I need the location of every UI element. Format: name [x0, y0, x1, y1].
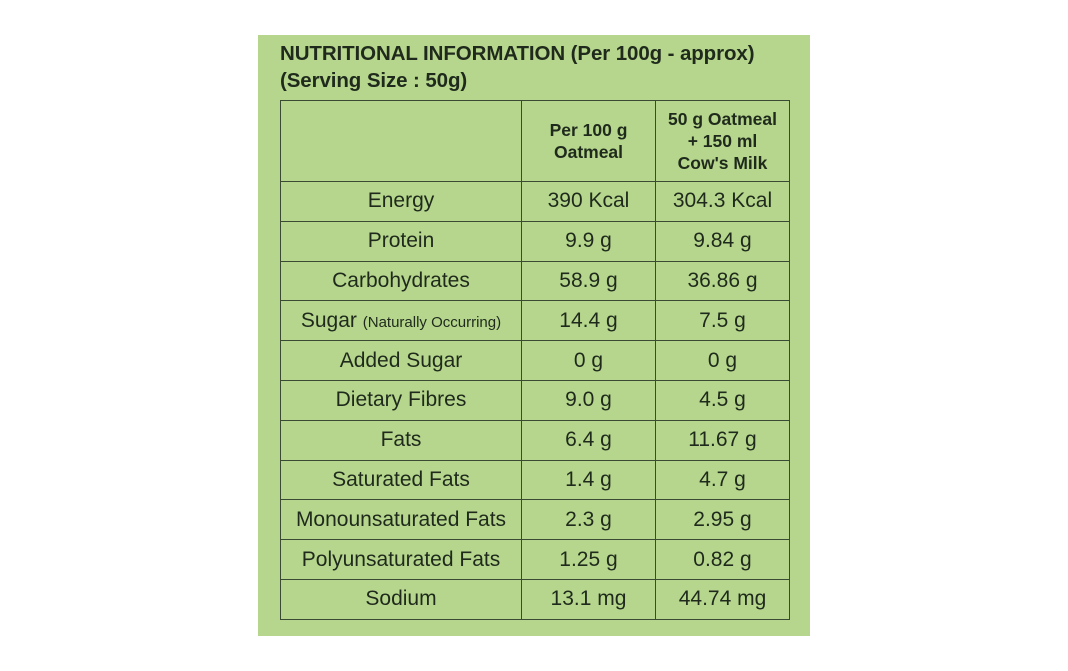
table-row: Energy 390 Kcal 304.3 Kcal	[280, 181, 790, 222]
per-100g-value: 14.4 g	[521, 300, 656, 342]
nutrient-name: Protein	[367, 229, 435, 253]
nutrition-panel: NUTRITIONAL INFORMATION (Per 100g - appr…	[258, 35, 810, 636]
table-row: Sugar (Naturally Occurring) 14.4 g 7.5 g	[280, 300, 790, 342]
per-100g-value: 9.0 g	[521, 379, 656, 421]
nutrient-name: Polyunsaturated Fats	[301, 547, 501, 571]
serving-value: 4.5 g	[655, 379, 790, 421]
table-row: Dietary Fibres 9.0 g 4.5 g	[280, 379, 790, 421]
header-per-100g-line-2: Oatmeal	[553, 142, 624, 162]
header-per-100g: Per 100 g Oatmeal	[521, 100, 656, 182]
serving-value: 2.95 g	[655, 499, 790, 541]
nutrient-name: Added Sugar	[339, 348, 463, 372]
nutrient-name: Dietary Fibres	[335, 388, 467, 412]
nutrient-name: Sodium	[365, 587, 437, 611]
nutrient-name: Sugar	[300, 308, 357, 332]
serving-value: 0 g	[655, 340, 790, 381]
nutrient-cell: Sodium	[280, 578, 522, 620]
nutrient-cell: Carbohydrates	[280, 260, 522, 302]
header-serving-line-2: + 150 ml	[687, 131, 758, 151]
title-line-2: (Serving Size : 50g)	[280, 69, 468, 92]
nutrient-cell: Dietary Fibres	[280, 379, 522, 421]
nutrient-cell: Monounsaturated Fats	[280, 499, 522, 541]
nutrient-cell: Energy	[280, 181, 522, 222]
per-100g-value: 1.25 g	[521, 539, 656, 580]
per-100g-value: 58.9 g	[521, 260, 656, 302]
per-100g-value: 390 Kcal	[521, 181, 656, 222]
serving-value: 4.7 g	[655, 459, 790, 501]
table-row: Polyunsaturated Fats 1.25 g 0.82 g	[280, 539, 790, 580]
per-100g-value: 13.1 mg	[521, 578, 656, 620]
table-row: Carbohydrates 58.9 g 36.86 g	[280, 260, 790, 302]
serving-value: 7.5 g	[655, 300, 790, 342]
table-row: Protein 9.9 g 9.84 g	[280, 220, 790, 262]
table-row: Fats 6.4 g 11.67 g	[280, 419, 790, 461]
header-serving-line-3: Cow's Milk	[677, 153, 768, 173]
serving-value: 11.67 g	[655, 419, 790, 461]
serving-value: 304.3 Kcal	[655, 181, 790, 222]
serving-value: 36.86 g	[655, 260, 790, 302]
nutrient-name: Energy	[367, 189, 435, 213]
nutrient-name: Fats	[380, 428, 422, 452]
nutrient-name: Saturated Fats	[332, 467, 470, 491]
per-100g-value: 6.4 g	[521, 419, 656, 461]
nutrition-table: Per 100 g Oatmeal 50 g Oatmeal + 150 ml …	[280, 100, 790, 620]
nutrient-name: Carbohydrates	[332, 268, 470, 292]
per-100g-value: 9.9 g	[521, 220, 656, 262]
nutrient-cell: Added Sugar	[280, 340, 522, 381]
serving-value: 44.74 mg	[655, 578, 790, 620]
table-row: Saturated Fats 1.4 g 4.7 g	[280, 459, 790, 501]
nutrient-name: Monounsaturated Fats	[295, 507, 507, 531]
nutrition-title: NUTRITIONAL INFORMATION (Per 100g - appr…	[280, 40, 755, 94]
table-row: Sodium 13.1 mg 44.74 mg	[280, 578, 790, 620]
nutrient-note: (Naturally Occurring)	[362, 313, 502, 331]
nutrient-cell: Polyunsaturated Fats	[280, 539, 522, 580]
header-per-100g-line-1: Per 100 g	[549, 120, 628, 140]
nutrient-cell: Protein	[280, 220, 522, 262]
nutrient-cell: Saturated Fats	[280, 459, 522, 501]
serving-value: 0.82 g	[655, 539, 790, 580]
table-row: Monounsaturated Fats 2.3 g 2.95 g	[280, 499, 790, 541]
per-100g-value: 2.3 g	[521, 499, 656, 541]
per-100g-value: 1.4 g	[521, 459, 656, 501]
header-serving-line-1: 50 g Oatmeal	[668, 109, 777, 129]
per-100g-value: 0 g	[521, 340, 656, 381]
nutrient-cell: Fats	[280, 419, 522, 461]
nutrient-cell: Sugar (Naturally Occurring)	[280, 300, 522, 342]
serving-value: 9.84 g	[655, 220, 790, 262]
header-nutrient	[280, 100, 522, 182]
table-header-row: Per 100 g Oatmeal 50 g Oatmeal + 150 ml …	[280, 100, 790, 182]
header-serving: 50 g Oatmeal + 150 ml Cow's Milk	[655, 100, 790, 182]
title-line-1: NUTRITIONAL INFORMATION (Per 100g - appr…	[280, 42, 755, 65]
table-body: Energy 390 Kcal 304.3 Kcal Protein 9.9 g 9.84…	[280, 181, 790, 620]
